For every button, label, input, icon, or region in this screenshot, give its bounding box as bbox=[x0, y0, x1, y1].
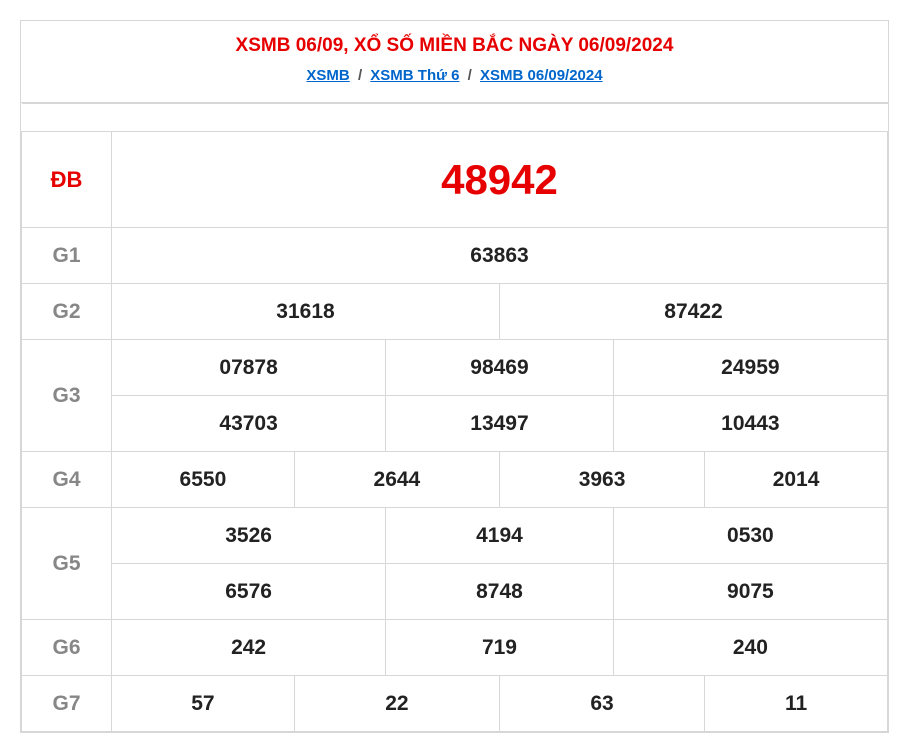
prize-number: 3526 bbox=[112, 508, 386, 564]
page-title: XSMB 06/09, XỔ SỐ MIỀN BẮC NGÀY 06/09/20… bbox=[31, 35, 878, 57]
prize-number: 719 bbox=[386, 620, 614, 676]
row-label-g4: G4 bbox=[22, 452, 112, 508]
prize-number: 63 bbox=[499, 676, 704, 732]
row-g2: G2 31618 87422 bbox=[22, 284, 888, 340]
breadcrumb-link-xsmb[interactable]: XSMB bbox=[306, 67, 349, 84]
prize-number: 24959 bbox=[613, 340, 887, 396]
prize-number: 2644 bbox=[294, 452, 499, 508]
row-label-db: ĐB bbox=[22, 132, 112, 228]
row-g3-a: G3 07878 98469 24959 bbox=[22, 340, 888, 396]
row-g5-b: 6576 8748 9075 bbox=[22, 564, 888, 620]
row-g4: G4 6550 2644 3963 2014 bbox=[22, 452, 888, 508]
results-table: ĐB 48942 G1 63863 G2 31618 87422 G3 0787… bbox=[21, 103, 888, 732]
prize-number: 4194 bbox=[386, 508, 614, 564]
header: XSMB 06/09, XỔ SỐ MIỀN BẮC NGÀY 06/09/20… bbox=[21, 21, 888, 103]
prize-number: 3963 bbox=[499, 452, 704, 508]
prize-number: 63863 bbox=[112, 228, 888, 284]
prize-number: 13497 bbox=[386, 396, 614, 452]
row-g3-b: 43703 13497 10443 bbox=[22, 396, 888, 452]
prize-number: 6576 bbox=[112, 564, 386, 620]
breadcrumb-link-day[interactable]: XSMB Thứ 6 bbox=[370, 67, 459, 84]
breadcrumb-link-date[interactable]: XSMB 06/09/2024 bbox=[480, 67, 603, 84]
breadcrumb-sep: / bbox=[358, 67, 362, 84]
spacer bbox=[22, 104, 888, 132]
prize-number: 43703 bbox=[112, 396, 386, 452]
prize-number: 22 bbox=[294, 676, 499, 732]
prize-number: 98469 bbox=[386, 340, 614, 396]
row-label-g5: G5 bbox=[22, 508, 112, 620]
prize-number: 242 bbox=[112, 620, 386, 676]
prize-number: 87422 bbox=[499, 284, 887, 340]
lottery-results-card: XSMB 06/09, XỔ SỐ MIỀN BẮC NGÀY 06/09/20… bbox=[20, 20, 889, 733]
row-label-g1: G1 bbox=[22, 228, 112, 284]
row-label-g3: G3 bbox=[22, 340, 112, 452]
row-g6: G6 242 719 240 bbox=[22, 620, 888, 676]
breadcrumb-sep: / bbox=[468, 67, 472, 84]
spacer-row bbox=[22, 104, 888, 132]
prize-number: 48942 bbox=[112, 132, 888, 228]
prize-number: 8748 bbox=[386, 564, 614, 620]
prize-number: 31618 bbox=[112, 284, 500, 340]
breadcrumb: XSMB / XSMB Thứ 6 / XSMB 06/09/2024 bbox=[31, 67, 878, 84]
prize-number: 6550 bbox=[112, 452, 295, 508]
prize-number: 0530 bbox=[613, 508, 887, 564]
prize-number: 2014 bbox=[705, 452, 888, 508]
row-db: ĐB 48942 bbox=[22, 132, 888, 228]
prize-number: 240 bbox=[613, 620, 887, 676]
prize-number: 10443 bbox=[613, 396, 887, 452]
row-g1: G1 63863 bbox=[22, 228, 888, 284]
row-label-g6: G6 bbox=[22, 620, 112, 676]
row-g7: G7 57 22 63 11 bbox=[22, 676, 888, 732]
prize-number: 57 bbox=[112, 676, 295, 732]
prize-number: 11 bbox=[705, 676, 888, 732]
prize-number: 9075 bbox=[613, 564, 887, 620]
prize-number: 07878 bbox=[112, 340, 386, 396]
row-label-g2: G2 bbox=[22, 284, 112, 340]
row-g5-a: G5 3526 4194 0530 bbox=[22, 508, 888, 564]
row-label-g7: G7 bbox=[22, 676, 112, 732]
